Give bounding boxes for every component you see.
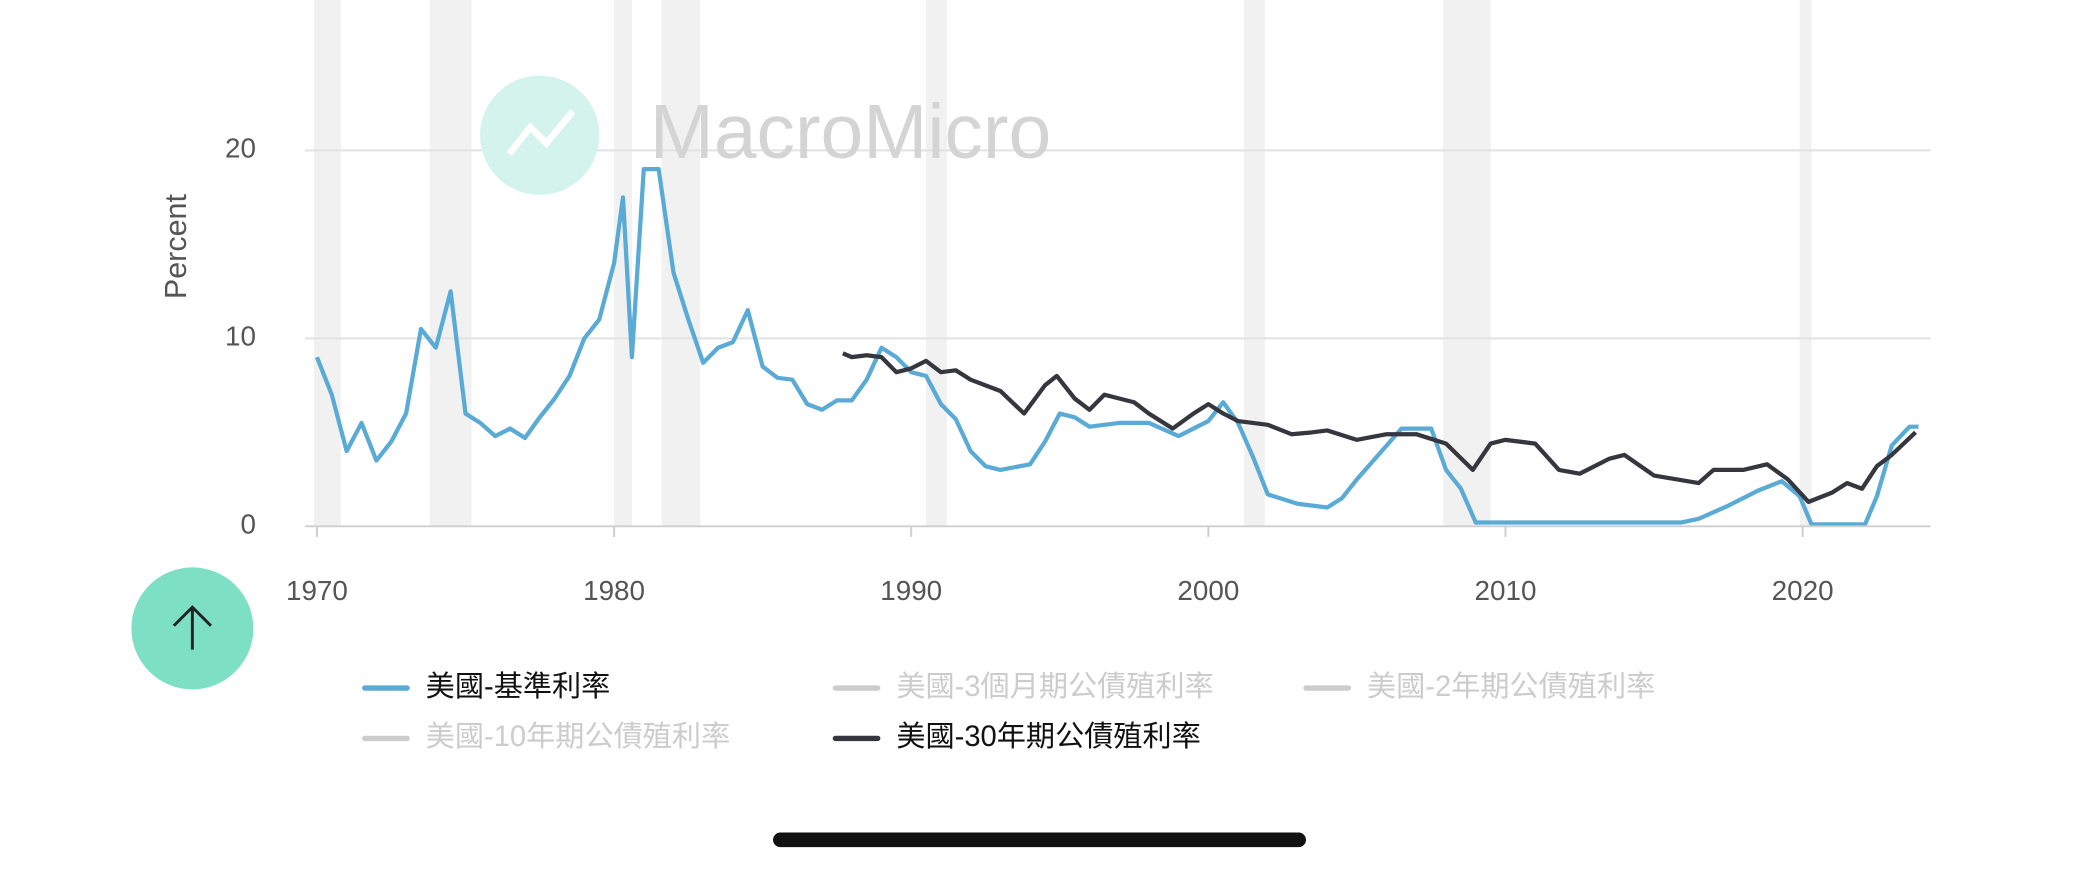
x-tick-label: 1990 xyxy=(880,575,942,606)
legend: 美國-基準利率 美國-3個月期公債殖利率 美國-2年期公債殖利率美國-10年期公債殖… xyxy=(362,670,1655,753)
legend-item[interactable]: 美國-30年期公債殖利率 xyxy=(832,720,1201,753)
watermark-text: MacroMicro xyxy=(650,89,1052,175)
legend-label: 美國-3個月期公債殖利率 xyxy=(896,670,1214,703)
y-tick-label: 20 xyxy=(225,133,256,164)
x-tick-label: 1970 xyxy=(286,575,348,606)
x-tick-label: 2000 xyxy=(1177,575,1239,606)
recession-band xyxy=(661,0,701,527)
legend-item[interactable]: 美國-2年期公債殖利率 xyxy=(1303,670,1655,703)
y-axis-title: Percent xyxy=(159,194,193,300)
series-line xyxy=(842,351,1917,505)
scroll-top-button[interactable] xyxy=(131,567,254,690)
recession-band xyxy=(926,0,947,527)
recession-band xyxy=(1244,0,1265,527)
plot xyxy=(314,167,1919,527)
grid: 0 10 20 1970 1980 1990 2000 2010 2020 xyxy=(225,133,1931,606)
legend-label: 美國-10年期公債殖利率 xyxy=(426,720,731,753)
arrow-up-icon xyxy=(172,605,212,650)
legend-label: 美國-基準利率 xyxy=(426,670,611,703)
legend-label: 美國-2年期公債殖利率 xyxy=(1367,670,1655,703)
recession-band xyxy=(1799,0,1812,527)
legend-label: 美國-30年期公債殖利率 xyxy=(896,720,1201,753)
x-tick-label: 1980 xyxy=(583,575,645,606)
watermark: MacroMicro xyxy=(480,75,1052,195)
x-tick-label: 2020 xyxy=(1772,575,1834,606)
recession-band xyxy=(614,0,632,527)
recession-band xyxy=(429,0,472,527)
x-tick-label: 2010 xyxy=(1475,575,1537,606)
y-tick-label: 10 xyxy=(225,321,256,352)
recession-band xyxy=(313,0,341,527)
y-tick-label: 0 xyxy=(241,509,256,540)
legend-item[interactable]: 美國-10年期公債殖利率 xyxy=(362,720,731,753)
legend-item[interactable]: 美國-基準利率 xyxy=(362,670,611,703)
legend-item[interactable]: 美國-3個月期公債殖利率 xyxy=(832,670,1214,703)
home-indicator xyxy=(773,832,1306,848)
recession-band xyxy=(1443,0,1491,527)
watermark-icon xyxy=(506,109,576,156)
recession-bands xyxy=(313,0,1812,527)
series-line xyxy=(314,167,1919,527)
